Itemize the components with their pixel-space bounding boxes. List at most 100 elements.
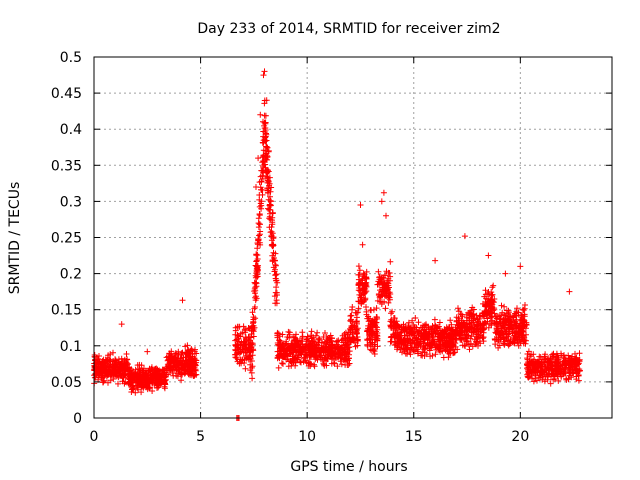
data-point xyxy=(299,333,306,340)
data-point xyxy=(388,310,394,317)
data-point xyxy=(503,318,510,325)
data-point xyxy=(252,262,259,269)
data-point xyxy=(524,362,531,369)
data-point xyxy=(152,377,159,384)
data-point xyxy=(178,377,185,384)
data-point xyxy=(175,361,182,368)
y-tick-label: 0.35 xyxy=(51,158,82,174)
data-point xyxy=(99,372,106,379)
data-point xyxy=(480,334,487,341)
data-points xyxy=(91,68,583,421)
data-point xyxy=(457,311,464,318)
data-point xyxy=(257,228,264,235)
data-point xyxy=(394,329,401,336)
data-point xyxy=(423,321,429,328)
data-point xyxy=(308,328,315,335)
data-point xyxy=(541,365,548,372)
data-point xyxy=(135,378,142,385)
data-point xyxy=(149,388,156,394)
data-point xyxy=(447,317,454,324)
data-point xyxy=(416,327,423,334)
y-tick-label: 0.05 xyxy=(51,375,82,391)
data-point xyxy=(283,356,290,363)
data-point xyxy=(374,330,381,336)
data-point xyxy=(267,198,274,205)
data-point xyxy=(498,302,505,309)
data-point xyxy=(323,341,330,348)
data-point xyxy=(499,322,506,329)
data-point xyxy=(489,313,496,320)
data-point xyxy=(520,319,527,326)
data-point xyxy=(263,137,270,144)
data-point xyxy=(354,325,361,332)
data-point xyxy=(518,334,525,341)
data-point xyxy=(270,257,277,263)
data-point xyxy=(445,354,452,361)
data-point xyxy=(234,358,241,365)
data-point xyxy=(383,212,389,219)
data-point xyxy=(275,330,282,337)
data-point xyxy=(363,282,370,289)
data-point xyxy=(272,250,279,257)
data-point xyxy=(445,348,452,355)
data-point xyxy=(138,389,145,396)
data-point xyxy=(252,274,259,281)
data-point xyxy=(261,68,268,75)
data-point xyxy=(178,369,185,376)
data-point xyxy=(250,347,257,354)
data-point xyxy=(244,348,251,355)
data-point xyxy=(255,155,262,162)
data-point xyxy=(314,329,321,336)
data-point xyxy=(335,349,342,356)
data-point xyxy=(169,370,176,376)
data-point xyxy=(241,345,248,351)
data-point xyxy=(259,139,266,146)
data-point xyxy=(487,303,494,310)
data-point xyxy=(232,324,239,331)
data-point xyxy=(524,356,531,363)
data-point xyxy=(401,332,408,339)
data-point xyxy=(431,316,438,323)
data-point xyxy=(453,317,460,324)
data-point xyxy=(140,376,147,383)
data-point xyxy=(275,364,282,371)
data-point xyxy=(144,386,151,393)
data-point xyxy=(555,377,562,384)
data-point xyxy=(469,329,476,336)
data-point xyxy=(338,361,345,368)
data-point xyxy=(454,329,461,336)
data-point xyxy=(439,328,446,335)
y-tick-label: 0.5 xyxy=(60,50,82,66)
data-point xyxy=(100,356,107,363)
data-point xyxy=(129,385,136,392)
data-point xyxy=(432,257,439,264)
data-point xyxy=(461,233,468,240)
data-point xyxy=(167,350,173,357)
data-point xyxy=(159,370,166,377)
data-point xyxy=(396,324,403,331)
data-point xyxy=(490,282,497,289)
data-point xyxy=(185,357,192,364)
data-point xyxy=(395,340,401,347)
data-point xyxy=(549,365,556,372)
data-point xyxy=(298,359,304,366)
data-point xyxy=(383,286,390,293)
data-point xyxy=(407,340,414,347)
data-point xyxy=(355,271,362,278)
y-tick-label: 0.4 xyxy=(60,122,82,138)
data-point xyxy=(121,356,128,363)
data-point xyxy=(147,372,154,379)
data-point xyxy=(265,147,272,154)
data-point xyxy=(525,348,532,355)
data-point xyxy=(447,332,454,339)
data-point xyxy=(293,331,299,338)
data-point xyxy=(264,174,271,181)
data-point xyxy=(316,337,323,343)
data-point xyxy=(475,318,482,325)
data-point xyxy=(405,319,412,326)
data-point xyxy=(455,322,462,329)
data-point xyxy=(258,178,265,185)
data-point xyxy=(255,236,262,243)
data-point xyxy=(250,333,257,340)
